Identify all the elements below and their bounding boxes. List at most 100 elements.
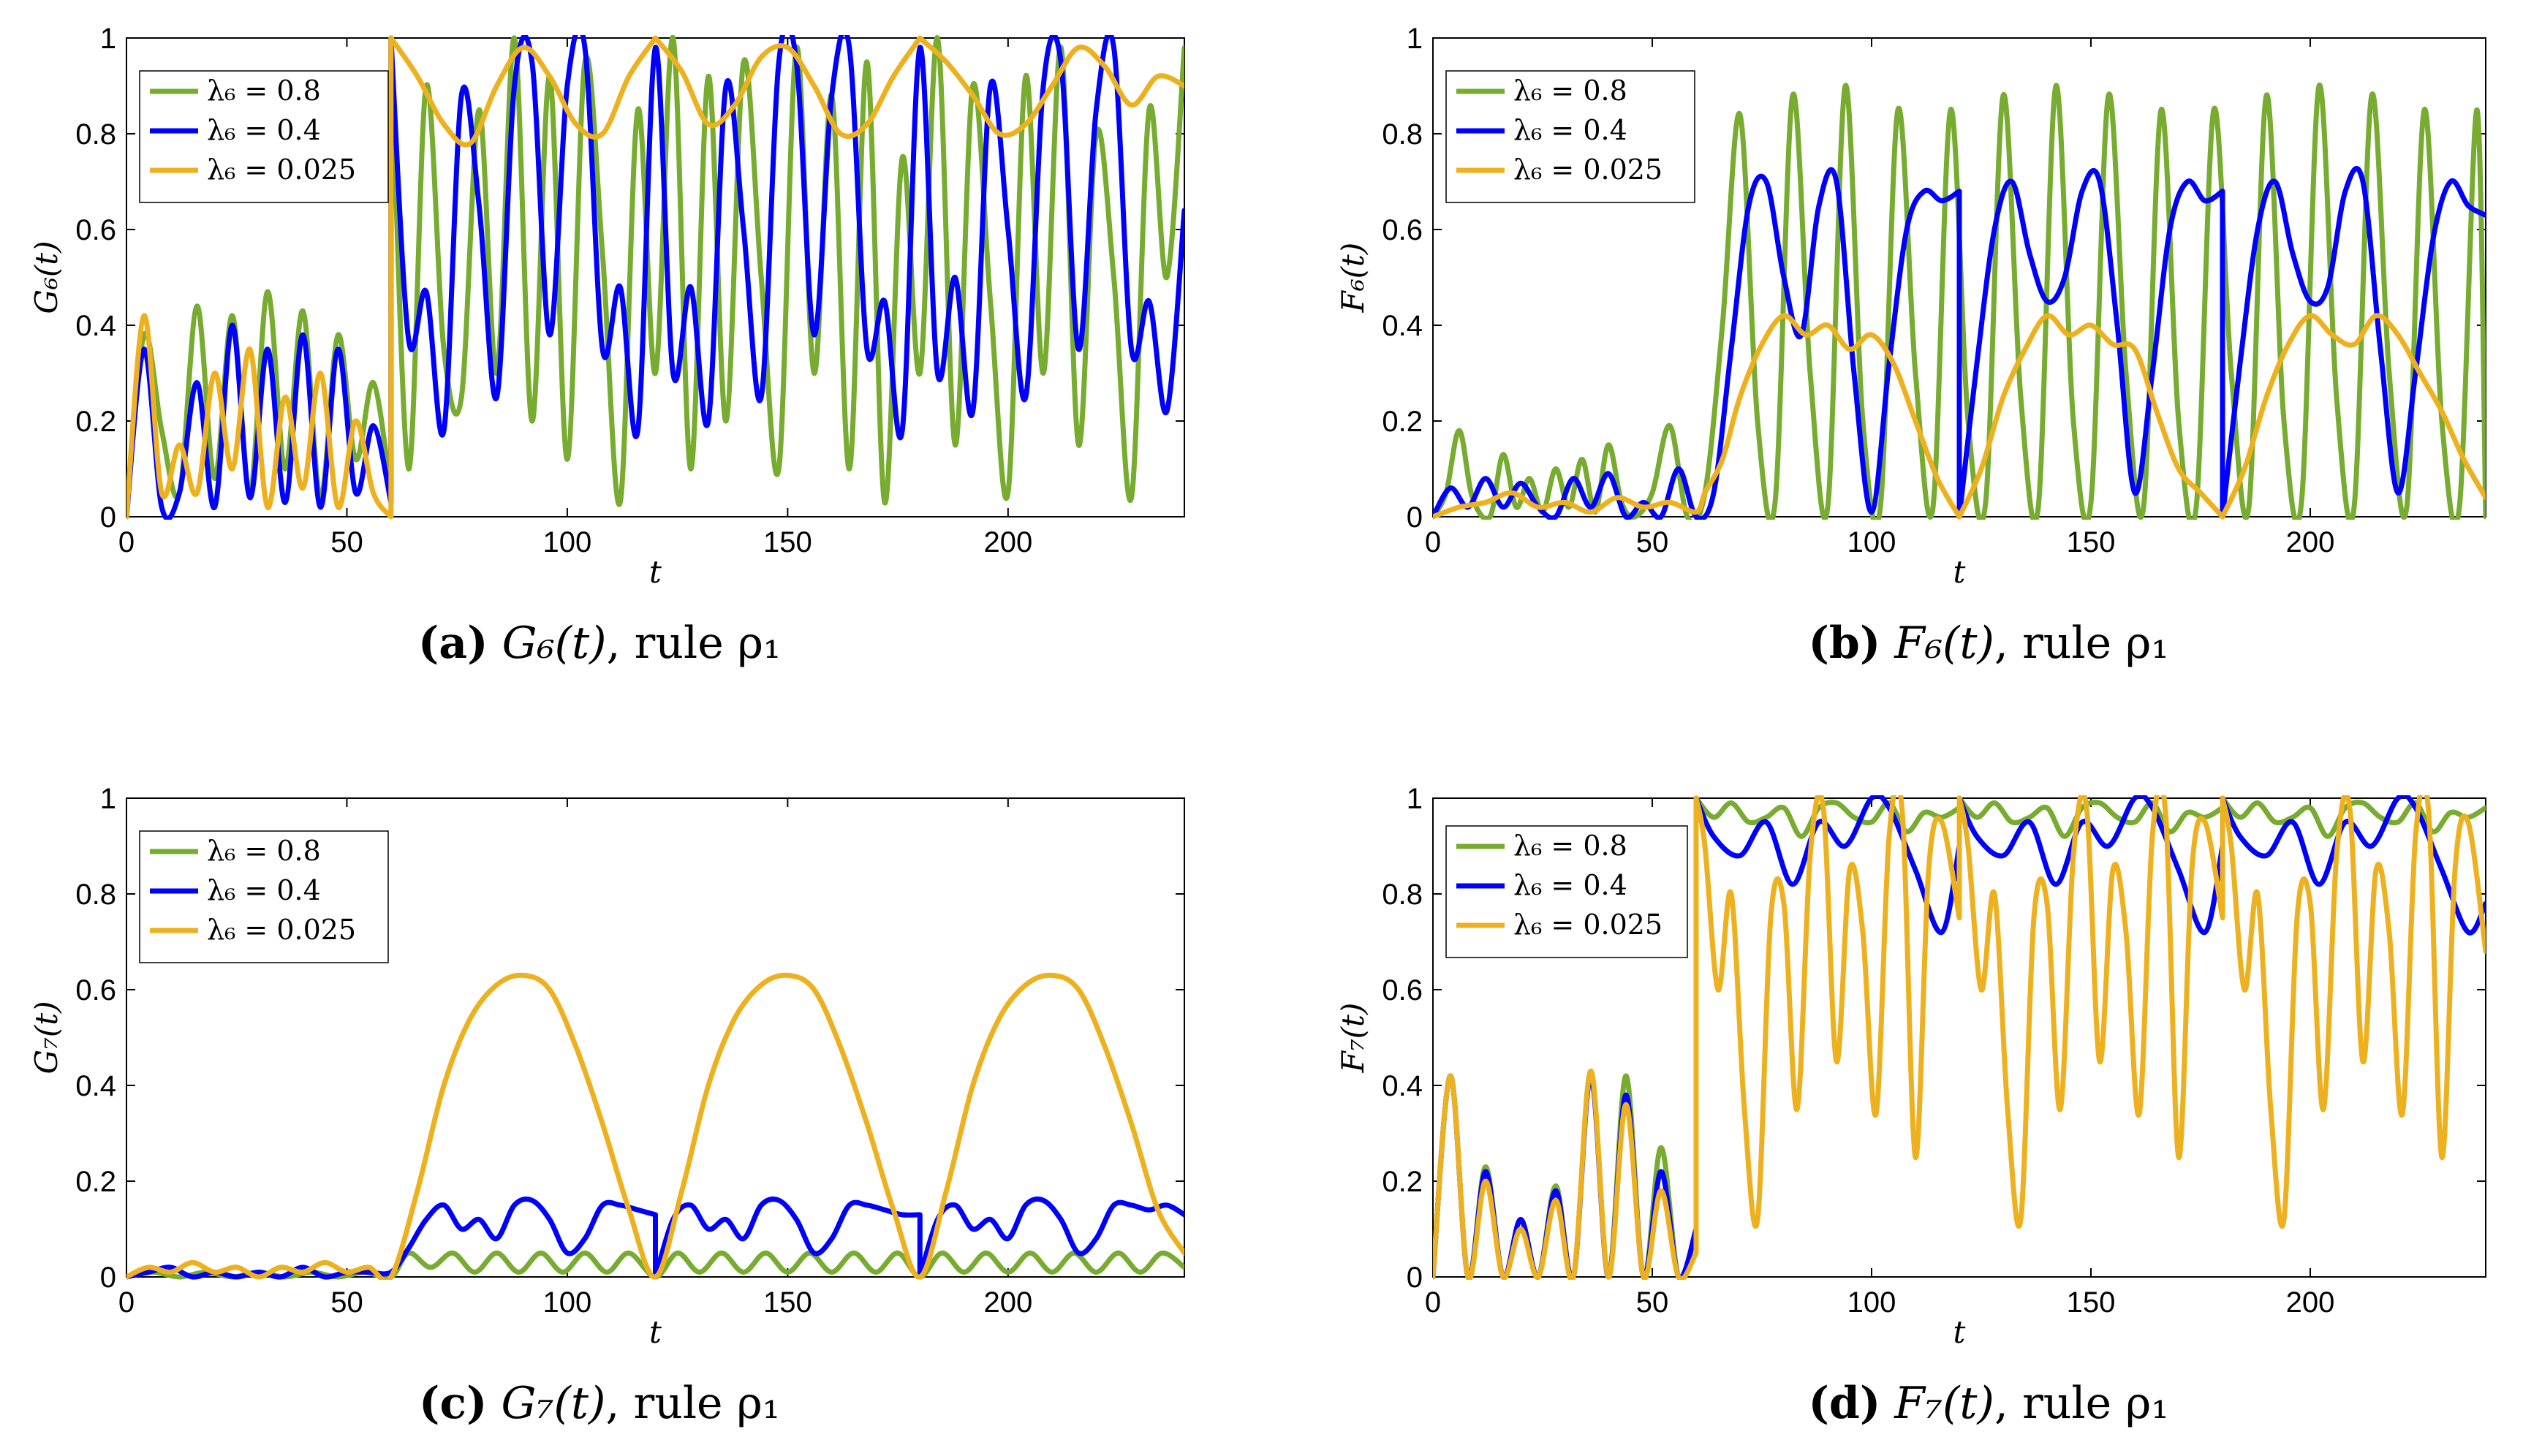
- series-line-3: [126, 972, 1184, 1280]
- series-line-2: [1433, 166, 2486, 520]
- y-tick-label: 0.2: [75, 1166, 116, 1198]
- legend-entry: λ₆ = 0.4: [207, 874, 321, 906]
- legend-entry: λ₆ = 0.4: [1513, 869, 1627, 901]
- caption-func: G₇(t): [501, 1378, 606, 1429]
- caption-rule: , rule ρ₁: [606, 618, 782, 669]
- x-tick-label: 50: [1636, 1286, 1669, 1319]
- series-line-2: [126, 35, 1184, 520]
- x-tick-label: 100: [1847, 526, 1896, 558]
- series-group: [126, 35, 1184, 520]
- panel-d: 0 50 100 150 200 0 0.2 0.4 0.6 0.8 1 t F₇(t) λ₆ = 0.8…: [1335, 767, 2542, 1456]
- legend-entry: λ₆ = 0.025: [1513, 909, 1662, 941]
- y-axis-label: G₆(t): [29, 240, 64, 314]
- y-tick-label: 1: [1407, 23, 1423, 55]
- x-tick-label: 50: [330, 526, 363, 558]
- chart-a: 0 50 100 150 200 0 0.2 0.4 0.6 0.8 1 t G₆(t) λ₆ = 0.8…: [29, 23, 1185, 590]
- legend-entry: λ₆ = 0.8: [1513, 830, 1627, 862]
- series-line-3: [1433, 313, 2486, 520]
- legend: λ₆ = 0.8 λ₆ = 0.4 λ₆ = 0.025: [139, 830, 389, 963]
- x-tick-label: 150: [2067, 526, 2116, 558]
- x-tick-label: 0: [1425, 1286, 1441, 1319]
- x-axis-label: t: [649, 1314, 662, 1350]
- caption-func: G₆(t): [502, 618, 607, 669]
- y-tick-label: 0: [1407, 1262, 1423, 1294]
- series-line-3: [1433, 795, 2486, 1280]
- chart-b: 0 50 100 150 200 0 0.2 0.4 0.6 0.8 1 t F₆(t) λ₆ = 0.8…: [1335, 23, 2486, 590]
- caption-rule: , rule ρ₁: [605, 1378, 780, 1429]
- y-tick-label: 0.8: [1382, 879, 1423, 911]
- y-tick-label: 0.6: [1382, 214, 1423, 246]
- y-tick-label: 0: [100, 1262, 116, 1294]
- caption-b: (b) F₆(t), rule ρ₁: [1808, 618, 2168, 669]
- caption-rule: , rule ρ₁: [1994, 618, 2169, 669]
- legend-entry: λ₆ = 0.4: [207, 114, 321, 146]
- y-tick-label: 0.2: [1382, 406, 1423, 438]
- legend: λ₆ = 0.8 λ₆ = 0.4 λ₆ = 0.025: [1445, 70, 1695, 203]
- x-tick-label: 50: [330, 1286, 363, 1319]
- legend-entry: λ₆ = 0.8: [207, 835, 321, 867]
- x-axis-label: t: [649, 554, 662, 590]
- caption-d: (d) F₇(t), rule ρ₁: [1808, 1378, 2168, 1429]
- x-tick-label: 200: [983, 1286, 1032, 1319]
- y-tick-label: 0.2: [1382, 1166, 1423, 1198]
- x-tick-label: 150: [763, 1286, 812, 1319]
- chart-c: 0 50 100 150 200 0 0.2 0.4 0.6 0.8 1 t G₇(t) λ₆ = 0.8…: [29, 783, 1185, 1350]
- caption-letter: (d): [1808, 1378, 1881, 1429]
- legend-entry: λ₆ = 0.025: [207, 914, 356, 946]
- y-tick-label: 0.6: [75, 214, 116, 246]
- series-group: [1433, 795, 2486, 1280]
- y-tick-label: 0: [100, 501, 116, 534]
- legend: λ₆ = 0.8 λ₆ = 0.4 λ₆ = 0.025: [1445, 825, 1688, 958]
- x-tick-label: 150: [2067, 1286, 2116, 1319]
- x-tick-label: 200: [2286, 1286, 2335, 1319]
- x-tick-label: 50: [1636, 526, 1669, 558]
- y-tick-label: 0.4: [1382, 1070, 1423, 1102]
- chart-d: 0 50 100 150 200 0 0.2 0.4 0.6 0.8 1 t F₇(t) λ₆ = 0.8…: [1335, 783, 2486, 1350]
- y-axis-label: F₆(t): [1335, 243, 1371, 314]
- x-tick-label: 100: [543, 526, 592, 558]
- x-axis-label: t: [1953, 1314, 1966, 1350]
- panel-a: 0 50 100 150 200 0 0.2 0.4 0.6 0.8 1 t G₆(t) λ₆ = 0.8…: [29, 7, 1243, 709]
- caption-letter: (a): [417, 618, 488, 669]
- caption-func: F₇(t): [1894, 1378, 1994, 1429]
- y-axis-label: F₇(t): [1335, 1003, 1371, 1074]
- caption-letter: (c): [419, 1378, 488, 1429]
- legend-entry: λ₆ = 0.4: [1513, 114, 1627, 146]
- series-line-3: [126, 35, 1184, 520]
- y-tick-label: 1: [1407, 783, 1423, 815]
- series-line-2: [126, 1197, 1184, 1280]
- y-tick-label: 0.4: [75, 1070, 116, 1102]
- y-tick-label: 1: [100, 783, 116, 815]
- panel-b: 0 50 100 150 200 0 0.2 0.4 0.6 0.8 1 t F₆(t) λ₆ = 0.8…: [1335, 7, 2542, 709]
- x-tick-label: 0: [118, 526, 135, 558]
- series-line-1: [1433, 83, 2486, 520]
- x-axis-label: t: [1953, 554, 1966, 590]
- x-tick-label: 0: [118, 1286, 135, 1319]
- x-tick-label: 200: [983, 526, 1032, 558]
- x-tick-label: 150: [763, 526, 812, 558]
- y-tick-label: 0.8: [75, 879, 116, 911]
- x-tick-label: 100: [543, 1286, 592, 1319]
- caption-a: (a) G₆(t), rule ρ₁: [418, 618, 781, 669]
- caption-rule: , rule ρ₁: [1994, 1378, 2169, 1429]
- y-tick-label: 0.8: [75, 118, 116, 151]
- y-tick-label: 0.2: [75, 406, 116, 438]
- series-group: [1433, 83, 2486, 520]
- legend: λ₆ = 0.8 λ₆ = 0.4 λ₆ = 0.025: [139, 70, 389, 203]
- x-tick-label: 100: [1847, 1286, 1896, 1319]
- panel-c: 0 50 100 150 200 0 0.2 0.4 0.6 0.8 1 t G₇(t) λ₆ = 0.8…: [29, 767, 1243, 1456]
- y-tick-label: 0.8: [1382, 118, 1423, 151]
- y-tick-label: 0.4: [75, 310, 116, 342]
- legend-entry: λ₆ = 0.025: [1513, 153, 1662, 186]
- y-tick-label: 0: [1407, 501, 1423, 534]
- legend-entry: λ₆ = 0.8: [1513, 75, 1627, 107]
- series-group: [126, 972, 1184, 1280]
- caption-c: (c) G₇(t), rule ρ₁: [419, 1378, 780, 1429]
- y-tick-label: 0.4: [1382, 310, 1423, 342]
- legend-entry: λ₆ = 0.8: [207, 75, 321, 107]
- x-tick-label: 200: [2286, 526, 2335, 558]
- caption-letter: (b): [1808, 618, 1881, 669]
- y-tick-label: 0.6: [75, 974, 116, 1006]
- x-tick-label: 0: [1425, 526, 1441, 558]
- legend-entry: λ₆ = 0.025: [207, 153, 356, 186]
